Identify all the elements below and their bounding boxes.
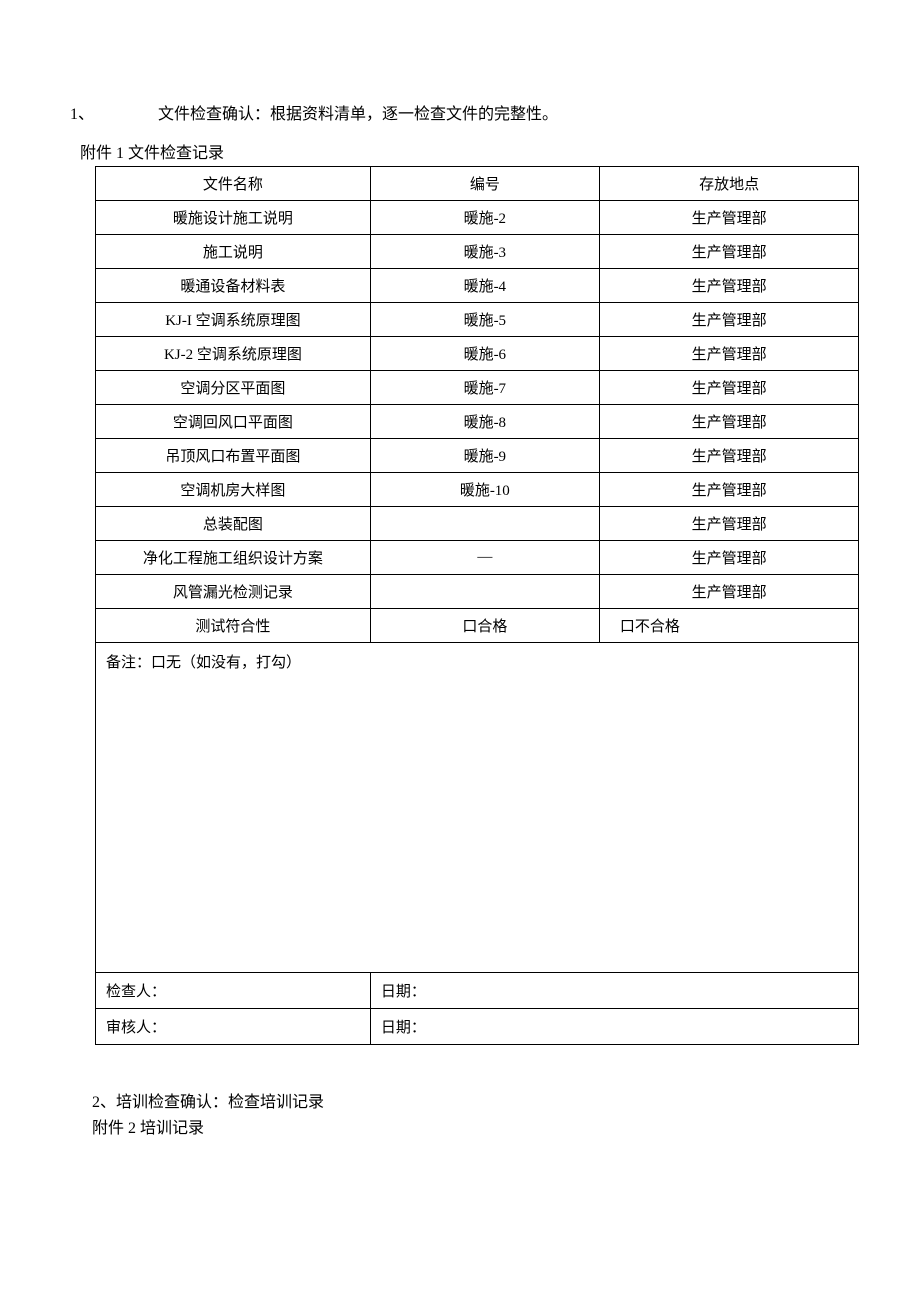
table-row: 施工说明 暖施-3 生产管理部 — [96, 235, 859, 269]
cell-code: 暖施-8 — [370, 405, 599, 439]
cell-location: 生产管理部 — [599, 439, 859, 473]
cell-code: 暖施-7 — [370, 371, 599, 405]
compliance-row: 测试符合性 口合格 口不合格 — [96, 609, 859, 643]
inspector-label: 检查人： — [96, 973, 371, 1009]
cell-code: 暖施-4 — [370, 269, 599, 303]
cell-location: 生产管理部 — [599, 371, 859, 405]
cell-location: 生产管理部 — [599, 337, 859, 371]
cell-code: 暖施-5 — [370, 303, 599, 337]
cell-code: 暖施-2 — [370, 201, 599, 235]
table-row: 暖施设计施工说明 暖施-2 生产管理部 — [96, 201, 859, 235]
table-row: 空调回风口平面图 暖施-8 生产管理部 — [96, 405, 859, 439]
table-row: 净化工程施工组织设计方案 — 生产管理部 — [96, 541, 859, 575]
cell-location: 生产管理部 — [599, 473, 859, 507]
cell-location: 生产管理部 — [599, 405, 859, 439]
table-row: 暖通设备材料表 暖施-4 生产管理部 — [96, 269, 859, 303]
table-row: 吊顶风口布置平面图 暖施-9 生产管理部 — [96, 439, 859, 473]
compliance-pass: 口合格 — [370, 609, 599, 643]
cell-name: 风管漏光检测记录 — [96, 575, 371, 609]
cell-code: 暖施-10 — [370, 473, 599, 507]
attachment2-label: 附件 2 培训记录 — [92, 1116, 850, 1142]
cell-name: 空调分区平面图 — [96, 371, 371, 405]
compliance-label: 测试符合性 — [96, 609, 371, 643]
header-location: 存放地点 — [599, 167, 859, 201]
cell-code: 暖施-6 — [370, 337, 599, 371]
cell-location: 生产管理部 — [599, 541, 859, 575]
cell-name: 施工说明 — [96, 235, 371, 269]
reviewer-label: 审核人： — [96, 1009, 371, 1045]
cell-name: 空调机房大样图 — [96, 473, 371, 507]
section1-header: 1、 文件检查确认：根据资料清单，逐一检查文件的完整性。 — [70, 100, 850, 124]
cell-name: 净化工程施工组织设计方案 — [96, 541, 371, 575]
table-row: 总装配图 生产管理部 — [96, 507, 859, 541]
cell-name: 吊顶风口布置平面图 — [96, 439, 371, 473]
attachment1-label: 附件 1 文件检查记录 — [70, 139, 850, 163]
header-name: 文件名称 — [96, 167, 371, 201]
table-header-row: 文件名称 编号 存放地点 — [96, 167, 859, 201]
cell-name: 总装配图 — [96, 507, 371, 541]
cell-location: 生产管理部 — [599, 507, 859, 541]
cell-location: 生产管理部 — [599, 201, 859, 235]
table-row: 风管漏光检测记录 生产管理部 — [96, 575, 859, 609]
remarks-cell: 备注：口无（如没有，打勾） — [96, 643, 859, 973]
cell-code: 暖施-3 — [370, 235, 599, 269]
cell-code — [370, 575, 599, 609]
reviewer-row: 审核人： 日期： — [96, 1009, 859, 1045]
cell-location: 生产管理部 — [599, 235, 859, 269]
compliance-fail: 口不合格 — [599, 609, 859, 643]
table-row: 空调机房大样图 暖施-10 生产管理部 — [96, 473, 859, 507]
section2-title: 2、培训检查确认：检查培训记录 — [92, 1090, 850, 1116]
cell-name: 暖施设计施工说明 — [96, 201, 371, 235]
cell-code — [370, 507, 599, 541]
cell-location: 生产管理部 — [599, 303, 859, 337]
reviewer-date: 日期： — [370, 1009, 859, 1045]
cell-name: 空调回风口平面图 — [96, 405, 371, 439]
cell-name: KJ-I 空调系统原理图 — [96, 303, 371, 337]
file-check-table: 文件名称 编号 存放地点 暖施设计施工说明 暖施-2 生产管理部 施工说明 暖施… — [95, 166, 859, 1045]
table-row: KJ-2 空调系统原理图 暖施-6 生产管理部 — [96, 337, 859, 371]
cell-code: — — [370, 541, 599, 575]
inspector-row: 检查人： 日期： — [96, 973, 859, 1009]
header-code: 编号 — [370, 167, 599, 201]
section1-title: 文件检查确认：根据资料清单，逐一检查文件的完整性。 — [158, 106, 558, 123]
inspector-date: 日期： — [370, 973, 859, 1009]
section1-number: 1、 — [70, 106, 94, 123]
cell-name: KJ-2 空调系统原理图 — [96, 337, 371, 371]
table-row: 空调分区平面图 暖施-7 生产管理部 — [96, 371, 859, 405]
section2: 2、培训检查确认：检查培训记录 附件 2 培训记录 — [70, 1090, 850, 1141]
table-row: KJ-I 空调系统原理图 暖施-5 生产管理部 — [96, 303, 859, 337]
remarks-row: 备注：口无（如没有，打勾） — [96, 643, 859, 973]
cell-name: 暖通设备材料表 — [96, 269, 371, 303]
cell-location: 生产管理部 — [599, 269, 859, 303]
cell-code: 暖施-9 — [370, 439, 599, 473]
cell-location: 生产管理部 — [599, 575, 859, 609]
